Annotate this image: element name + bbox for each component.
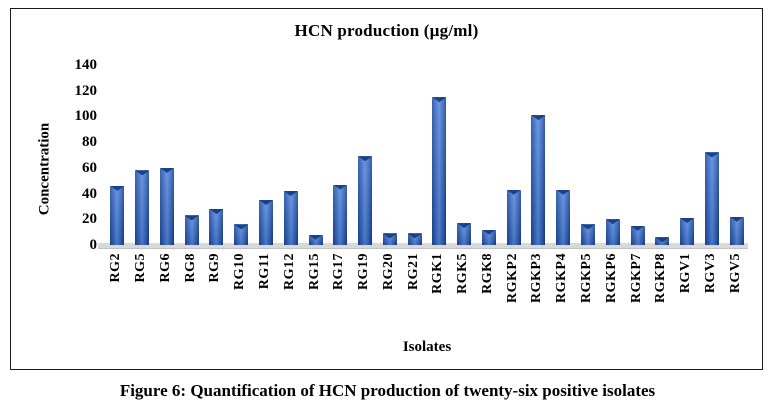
- x-tick-label-RGKP2: RGKP2: [504, 253, 520, 303]
- chart-title: HCN production (µg/ml): [294, 21, 479, 40]
- bar-top-notch: [581, 224, 595, 230]
- bar-top-notch: [283, 191, 298, 196]
- bar-RGKP4: [556, 189, 571, 245]
- bar-RG17: [333, 184, 348, 245]
- bar-RG20: [382, 233, 397, 245]
- x-tick-label-RG20: RG20: [380, 253, 396, 290]
- bar-top-notch: [209, 209, 224, 214]
- bar-top-notch: [605, 219, 620, 225]
- bar-top-notch: [506, 189, 521, 195]
- bar-top-notch: [704, 152, 719, 158]
- y-tick-label: 0: [89, 237, 98, 253]
- x-tick-label-RG10: RG10: [232, 253, 248, 290]
- plot-area: 0 20 40 60 80 100 120 140 RG2 RG5 RG6 RG8 RG9 RG10 RG1…: [75, 57, 749, 303]
- x-tick-label-RG5: RG5: [133, 253, 149, 283]
- x-tick-label-RG6: RG6: [157, 253, 173, 283]
- bar-top-notch: [481, 229, 496, 235]
- bar-RGKP2: [506, 189, 521, 245]
- bar-RGKP8: [655, 237, 670, 245]
- bar-top-notch: [630, 225, 645, 231]
- bar-RG21: [407, 233, 422, 245]
- y-tick-label: 120: [74, 82, 98, 99]
- x-tick-label-RGV5: RGV5: [727, 253, 743, 294]
- x-tick-label-RG12: RG12: [281, 253, 297, 290]
- bar-top-notch: [556, 189, 571, 195]
- x-tick-label-RGKP4: RGKP4: [554, 253, 570, 303]
- bar-top-notch: [655, 237, 670, 243]
- bar-RGKP3: [531, 115, 546, 245]
- bar-RG19: [358, 156, 373, 245]
- bar-top-notch: [184, 215, 199, 221]
- y-tick-label: 20: [82, 211, 97, 228]
- x-tick-label-RGKP6: RGKP6: [603, 253, 619, 303]
- bar-RGV1: [680, 218, 695, 245]
- bar-RG12: [283, 191, 298, 245]
- bar-top-notch: [110, 185, 125, 191]
- x-tick-label-RG15: RG15: [306, 253, 322, 290]
- bar-top-notch: [308, 234, 323, 240]
- bar-top-notch: [407, 233, 422, 239]
- x-tick-label-RGV3: RGV3: [702, 253, 718, 294]
- x-tick-label-RGV1: RGV1: [678, 253, 694, 294]
- bar-RGKP6: [605, 219, 620, 245]
- bar-RGKP7: [630, 225, 645, 245]
- x-tick-label-RGKP3: RGKP3: [529, 253, 545, 303]
- bar-RGKP5: [581, 224, 595, 245]
- figure-caption: Figure 6: Quantification of HCN producti…: [119, 381, 656, 400]
- x-axis-title: Isolates: [402, 339, 452, 355]
- y-tick-label: 140: [74, 57, 98, 73]
- bar-top-notch: [382, 233, 397, 239]
- bar-top-notch: [259, 200, 273, 205]
- x-tick-label-RG19: RG19: [356, 253, 372, 290]
- bar-top-notch: [234, 224, 249, 230]
- bar-top-notch: [729, 216, 744, 222]
- bar-RG10: [234, 224, 249, 245]
- bar-RG8: [184, 215, 199, 245]
- x-tick-label-RGKP7: RGKP7: [628, 253, 644, 303]
- bar-RG9: [209, 209, 224, 245]
- x-tick-label-RGKP5: RGKP5: [579, 253, 594, 303]
- bar-top-notch: [457, 223, 472, 229]
- x-tick-label-RGKP8: RGKP8: [653, 253, 669, 303]
- x-tick-label-RG17: RG17: [331, 253, 347, 290]
- bar-RGV5: [729, 216, 744, 245]
- x-axis-baseline: [98, 243, 748, 249]
- bar-RG11: [259, 200, 273, 245]
- bar-top-notch: [432, 97, 447, 103]
- bar-RGK8: [481, 229, 496, 245]
- x-tick-label-RG21: RG21: [405, 253, 421, 290]
- x-tick-label-RGK8: RGK8: [479, 253, 495, 294]
- bar-RG2: [110, 185, 125, 245]
- y-tick-label: 100: [74, 108, 98, 125]
- x-tick-label-RGK1: RGK1: [430, 253, 446, 294]
- x-tick-label-RG11: RG11: [257, 253, 272, 290]
- bar-top-notch: [159, 167, 174, 173]
- bar-top-notch: [531, 115, 546, 121]
- bar-top-notch: [135, 170, 150, 176]
- bar-RG5: [135, 170, 150, 245]
- bar-top-notch: [333, 184, 348, 190]
- bar-top-notch: [358, 156, 373, 162]
- bar-RGK5: [457, 223, 472, 245]
- x-tick-label-RG2: RG2: [108, 253, 124, 283]
- y-tick-label: 80: [82, 134, 97, 151]
- bar-RGV3: [704, 152, 719, 245]
- x-tick-label-RG9: RG9: [207, 253, 223, 283]
- bar-RG15: [308, 234, 323, 245]
- y-tick-label: 60: [82, 159, 97, 176]
- y-tick-label: 40: [82, 185, 97, 202]
- chart: HCN production (µg/ml) Concentration 0 20…: [10, 8, 763, 370]
- x-tick-label-RGK5: RGK5: [455, 253, 471, 294]
- x-tick-label-RG8: RG8: [182, 253, 198, 283]
- bar-top-notch: [680, 218, 695, 223]
- bar-RG6: [159, 167, 174, 245]
- bar-RGK1: [432, 97, 447, 245]
